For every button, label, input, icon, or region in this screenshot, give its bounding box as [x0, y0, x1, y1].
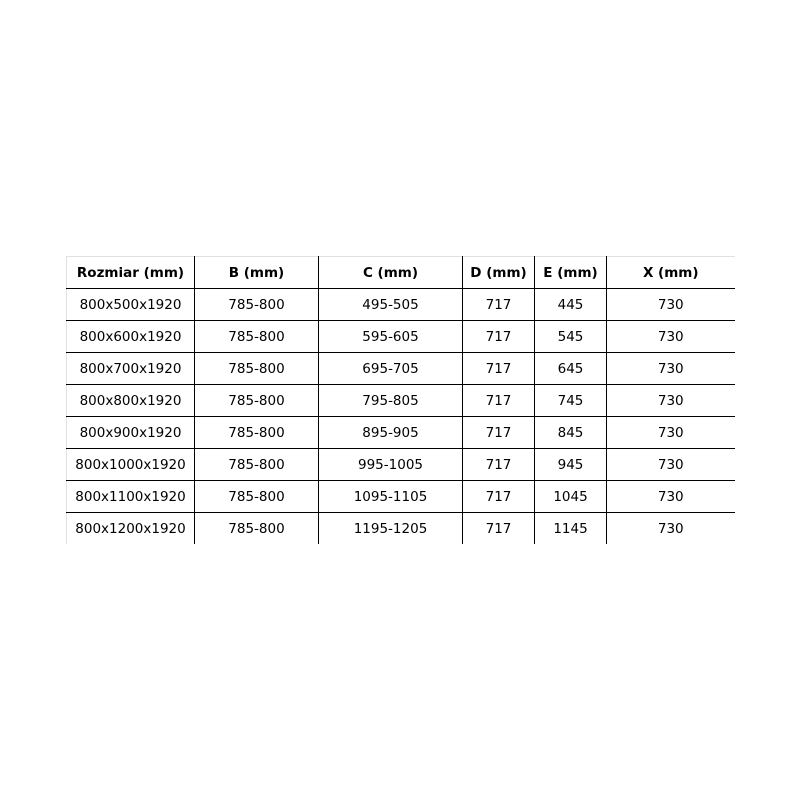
header-x: X (mm) — [606, 256, 735, 289]
cell-b: 785-800 — [194, 512, 319, 544]
cell-x: 730 — [606, 288, 735, 321]
cell-x: 730 — [606, 352, 735, 385]
cell-size: 800x1100x1920 — [66, 480, 195, 513]
cell-c: 1195-1205 — [318, 512, 463, 544]
cell-x: 730 — [606, 480, 735, 513]
cell-e: 545 — [534, 320, 607, 353]
table-row: 800x600x1920 785-800 595-605 717 545 730 — [66, 320, 735, 353]
header-b: B (mm) — [194, 256, 319, 289]
cell-x: 730 — [606, 416, 735, 449]
cell-b: 785-800 — [194, 448, 319, 481]
header-size: Rozmiar (mm) — [66, 256, 195, 289]
cell-size: 800x600x1920 — [66, 320, 195, 353]
table-row: 800x800x1920 785-800 795-805 717 745 730 — [66, 384, 735, 417]
cell-d: 717 — [462, 512, 535, 544]
cell-b: 785-800 — [194, 384, 319, 417]
cell-c: 695-705 — [318, 352, 463, 385]
table-row: 800x1200x1920 785-800 1195-1205 717 1145 730 — [66, 512, 735, 544]
cell-d: 717 — [462, 416, 535, 449]
cell-b: 785-800 — [194, 352, 319, 385]
cell-c: 495-505 — [318, 288, 463, 321]
cell-c: 595-605 — [318, 320, 463, 353]
cell-d: 717 — [462, 288, 535, 321]
cell-b: 785-800 — [194, 416, 319, 449]
cell-c: 1095-1105 — [318, 480, 463, 513]
cell-b: 785-800 — [194, 320, 319, 353]
header-c: C (mm) — [318, 256, 463, 289]
header-d: D (mm) — [462, 256, 535, 289]
cell-size: 800x800x1920 — [66, 384, 195, 417]
cell-e: 445 — [534, 288, 607, 321]
table-row: 800x1000x1920 785-800 995-1005 717 945 730 — [66, 448, 735, 481]
table-row: 800x500x1920 785-800 495-505 717 445 730 — [66, 288, 735, 321]
cell-c: 995-1005 — [318, 448, 463, 481]
header-e: E (mm) — [534, 256, 607, 289]
cell-b: 785-800 — [194, 480, 319, 513]
cell-size: 800x1000x1920 — [66, 448, 195, 481]
cell-d: 717 — [462, 320, 535, 353]
cell-d: 717 — [462, 480, 535, 513]
cell-c: 895-905 — [318, 416, 463, 449]
cell-x: 730 — [606, 384, 735, 417]
cell-e: 645 — [534, 352, 607, 385]
table-row: 800x700x1920 785-800 695-705 717 645 730 — [66, 352, 735, 385]
cell-d: 717 — [462, 384, 535, 417]
dimensions-table: Rozmiar (mm) B (mm) C (mm) D (mm) E (mm) X (m… — [66, 256, 735, 544]
cell-size: 800x900x1920 — [66, 416, 195, 449]
cell-size: 800x700x1920 — [66, 352, 195, 385]
cell-x: 730 — [606, 448, 735, 481]
cell-b: 785-800 — [194, 288, 319, 321]
cell-d: 717 — [462, 448, 535, 481]
cell-e: 845 — [534, 416, 607, 449]
cell-e: 945 — [534, 448, 607, 481]
cell-d: 717 — [462, 352, 535, 385]
cell-c: 795-805 — [318, 384, 463, 417]
cell-size: 800x500x1920 — [66, 288, 195, 321]
cell-x: 730 — [657, 520, 684, 537]
cell-e: 745 — [534, 384, 607, 417]
table-row: 800x900x1920 785-800 895-905 717 845 730 — [66, 416, 735, 449]
table-row: 800x1100x1920 785-800 1095-1105 717 1045 730 — [66, 480, 735, 513]
cell-x: 730 — [606, 320, 735, 353]
cell-size: 800x1200x1920 — [66, 512, 195, 544]
header-row: Rozmiar (mm) B (mm) C (mm) D (mm) E (mm) X (m… — [66, 256, 735, 289]
cell-e: 1045 — [534, 480, 607, 513]
cell-e: 1145 — [534, 512, 607, 544]
